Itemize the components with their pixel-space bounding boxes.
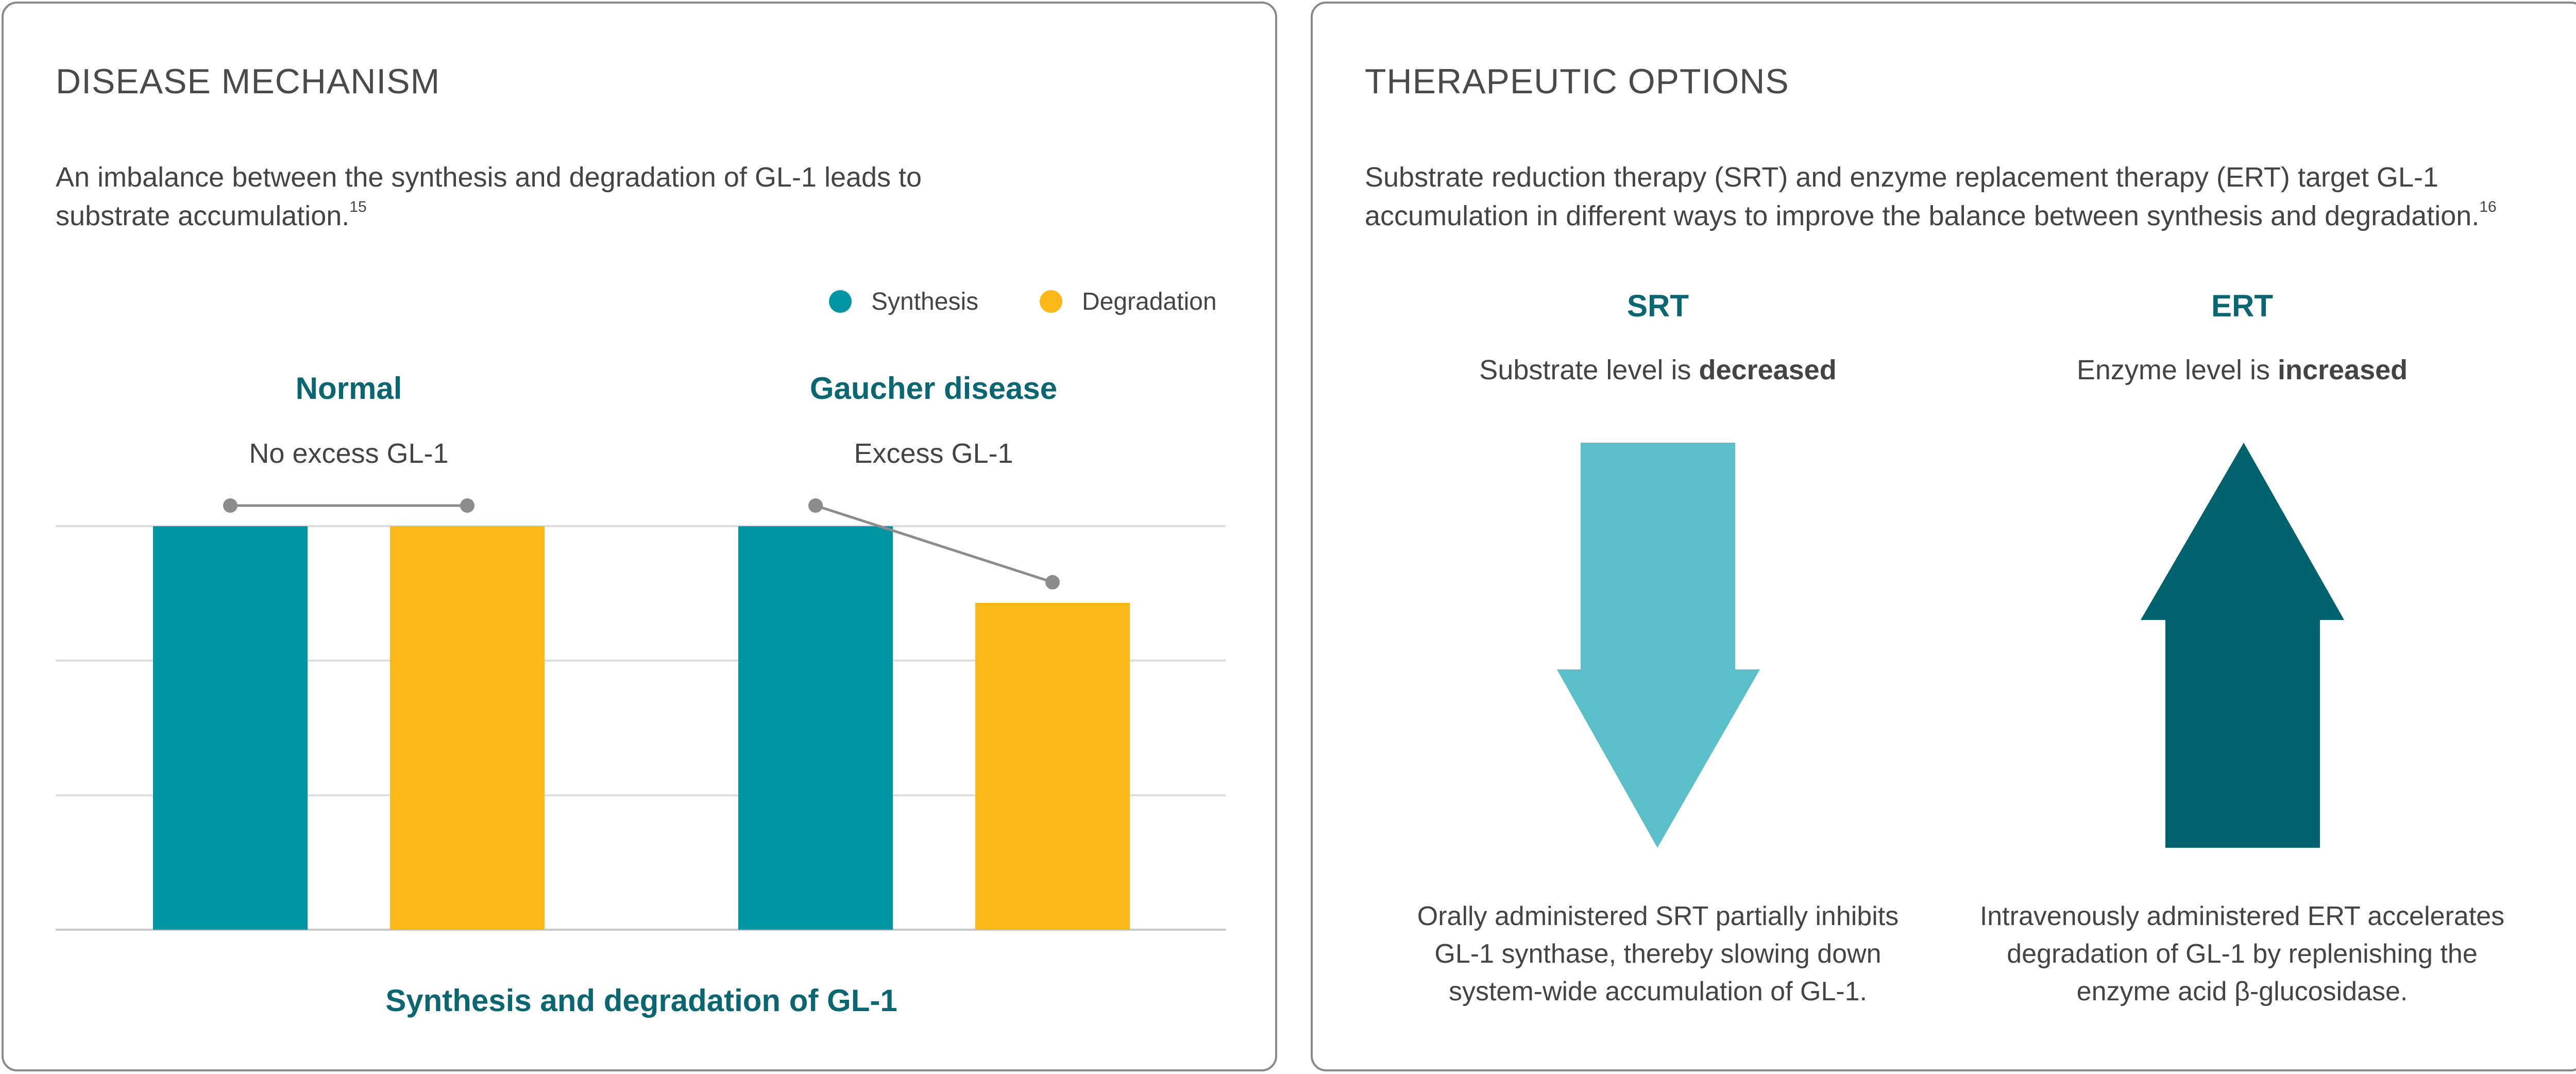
intro-line-2: substrate accumulation. [56,200,350,231]
therapeutic-options-panel: THERAPEUTIC OPTIONS Substrate reduction … [1311,2,2576,1071]
chart-x-axis-title: Synthesis and degradation of GL-1 [385,983,897,1018]
therapy-description-srt: Orally administered SRT partially inhibi… [1375,898,1941,1011]
therapy-level-emphasis: increased [2277,355,2408,385]
therapy-level-ert: Enzyme level is increased [1985,354,2500,386]
description-line: enzyme acid β-glucosidase. [2076,977,2408,1006]
arrow-down-icon [1557,443,1760,848]
group-heading-normal: Normal [295,371,402,406]
bar-synthesis-gaucher [738,526,893,930]
group-subheading-normal: No excess GL-1 [249,438,449,469]
arrow-up-icon [2141,443,2344,848]
description-line: GL-1 synthase, thereby slowing down [1434,939,1882,969]
legend-item-synthesis: Synthesis [829,288,979,315]
description-line: degradation of GL-1 by replenishing the [2007,939,2478,969]
bar-degradation-normal [390,526,545,930]
therapy-level-srt: Substrate level is decreased [1400,354,1916,386]
legend-swatch-synthesis [829,290,852,313]
reference-number: 16 [2479,198,2497,215]
description-line: Orally administered SRT partially inhibi… [1417,901,1899,931]
bar-degradation-gaucher [975,602,1130,930]
description-line: Intravenously administered ERT accelerat… [1979,901,2505,931]
connector-dot [808,498,823,513]
legend-item-degradation: Degradation [1040,288,1217,315]
connector-dot [1045,575,1060,590]
bar-chart [56,498,1226,931]
disease-mechanism-panel: DISEASE MECHANISM An imbalance between t… [2,2,1277,1071]
panel-title: THERAPEUTIC OPTIONS [1365,62,1789,101]
therapy-level-emphasis: decreased [1699,355,1837,385]
therapy-level-text: Enzyme level is [2076,355,2278,385]
legend-label-synthesis: Synthesis [871,288,979,315]
description-line: system-wide accumulation of GL-1. [1448,977,1868,1006]
therapy-title-ert: ERT [2211,289,2273,323]
panel-intro: An imbalance between the synthesis and d… [56,158,922,236]
intro-line-2: accumulation in different ways to improv… [1365,200,2480,231]
legend-swatch-degradation [1040,290,1062,313]
connector-dot [460,498,474,513]
therapy-description-ert: Intravenously administered ERT accelerat… [1959,898,2526,1011]
connector-dot [223,498,238,513]
group-subheading-gaucher: Excess GL-1 [854,438,1013,469]
group-heading-gaucher: Gaucher disease [809,371,1058,406]
intro-line-1: Substrate reduction therapy (SRT) and en… [1365,162,2438,193]
reference-number: 15 [349,198,367,215]
intro-line-1: An imbalance between the synthesis and d… [56,162,922,193]
therapy-level-text: Substrate level is [1479,355,1699,385]
panel-intro: Substrate reduction therapy (SRT) and en… [1365,158,2497,236]
legend-label-degradation: Degradation [1082,288,1217,315]
panel-title: DISEASE MECHANISM [56,62,440,101]
therapy-title-srt: SRT [1627,289,1689,323]
connector-line [815,504,1053,584]
bar-synthesis-normal [153,526,308,930]
